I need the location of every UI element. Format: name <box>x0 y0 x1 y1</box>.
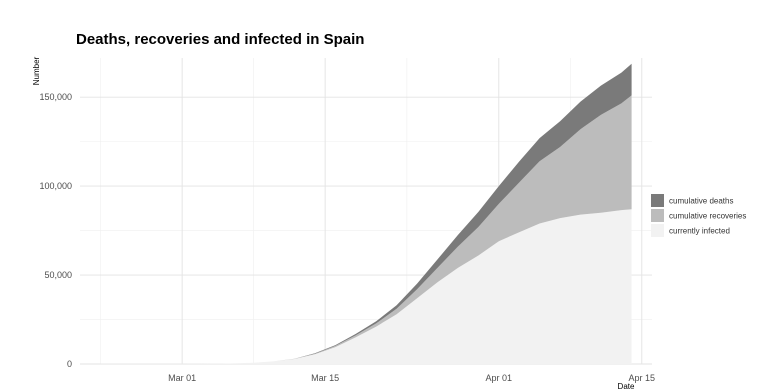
legend: cumulative deaths cumulative recoveries cu… <box>651 194 746 237</box>
area-series-currently-infected <box>100 209 632 364</box>
plot-areas <box>100 63 632 364</box>
y-tick-label: 0 <box>67 359 72 369</box>
legend-label: cumulative recoveries <box>669 212 746 221</box>
legend-label: cumulative deaths <box>669 197 733 206</box>
y-tick-label: 100,000 <box>39 181 72 191</box>
x-tick-label: Apr 15 <box>629 373 656 383</box>
legend-swatch <box>651 209 664 222</box>
x-tick-label: Mar 15 <box>311 373 339 383</box>
x-axis-title: Date <box>618 382 635 391</box>
y-axis-title: Number <box>32 56 41 85</box>
legend-swatch <box>651 224 664 237</box>
y-tick-label: 50,000 <box>44 270 72 280</box>
chart-title: Deaths, recoveries and infected in Spain <box>76 31 364 48</box>
y-tick-label: 150,000 <box>39 92 72 102</box>
legend-swatch <box>651 194 664 207</box>
x-tick-label: Apr 01 <box>486 373 513 383</box>
x-tick-label: Mar 01 <box>168 373 196 383</box>
legend-label: currently infected <box>669 227 730 236</box>
plot-axes: 0 50,000 100,000 150,000 Mar 01 Mar 15 Apr 01 A… <box>39 92 655 383</box>
